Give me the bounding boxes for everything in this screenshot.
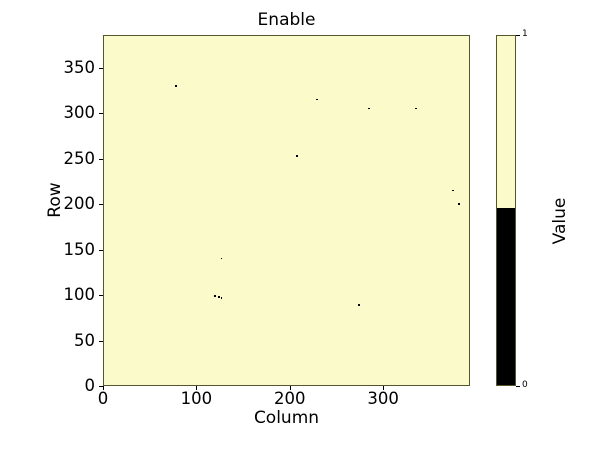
y-tick-label: 200: [63, 194, 96, 214]
colorbar-segment-low: [497, 208, 515, 385]
y-tick-mark: [99, 204, 103, 206]
x-tick-mark: [289, 386, 291, 390]
y-tick-label: 300: [63, 103, 96, 123]
heatmap-cell: [414, 107, 417, 110]
colorbar-tick-mark: [516, 35, 520, 36]
y-tick-mark: [99, 386, 103, 387]
heatmap-cell: [457, 203, 460, 205]
y-tick-mark: [99, 249, 103, 251]
heatmap-cell: [368, 107, 370, 110]
y-tick-mark: [99, 67, 103, 69]
y-tick-label: 100: [63, 285, 96, 305]
x-tick-label: 300: [367, 389, 399, 408]
heatmap-cell: [452, 189, 454, 192]
y-axis-label: Row: [45, 182, 65, 218]
heatmap-axes[interactable]: [103, 35, 470, 386]
heatmap-cell: [296, 155, 298, 157]
x-axis-label: Column: [253, 408, 320, 428]
x-tick-label: 0: [97, 389, 109, 408]
colorbar-tick-mark: [516, 386, 520, 387]
heatmap-cell: [315, 98, 318, 101]
heatmap-cell: [214, 295, 216, 297]
y-tick-label: 250: [63, 148, 96, 168]
colorbar-tick-label: 0: [522, 380, 528, 390]
x-tick-mark: [103, 386, 104, 390]
page-title: Enable: [257, 10, 316, 30]
x-tick-mark: [383, 386, 385, 390]
heatmap-cell: [217, 296, 220, 298]
y-tick-label: 150: [63, 239, 96, 259]
x-tick-label: 200: [274, 389, 306, 408]
y-tick-mark: [99, 158, 103, 160]
x-tick-label: 100: [180, 389, 213, 408]
heatmap-cell: [358, 304, 360, 306]
heatmap-cell: [174, 85, 177, 87]
heatmap-cell: [220, 296, 223, 299]
heatmap-cell: [220, 257, 223, 260]
y-tick-mark: [99, 340, 103, 342]
colorbar-tick-label: 1: [522, 29, 528, 39]
colorbar-segment-high: [497, 36, 515, 209]
y-tick-mark: [99, 113, 103, 115]
colorbar[interactable]: [496, 35, 516, 386]
y-tick-mark: [99, 295, 103, 297]
colorbar-label: Value: [550, 197, 570, 245]
y-tick-label: 350: [63, 57, 96, 77]
y-tick-label: 50: [74, 330, 95, 350]
x-tick-mark: [196, 386, 198, 390]
y-tick-label: 0: [84, 376, 96, 395]
